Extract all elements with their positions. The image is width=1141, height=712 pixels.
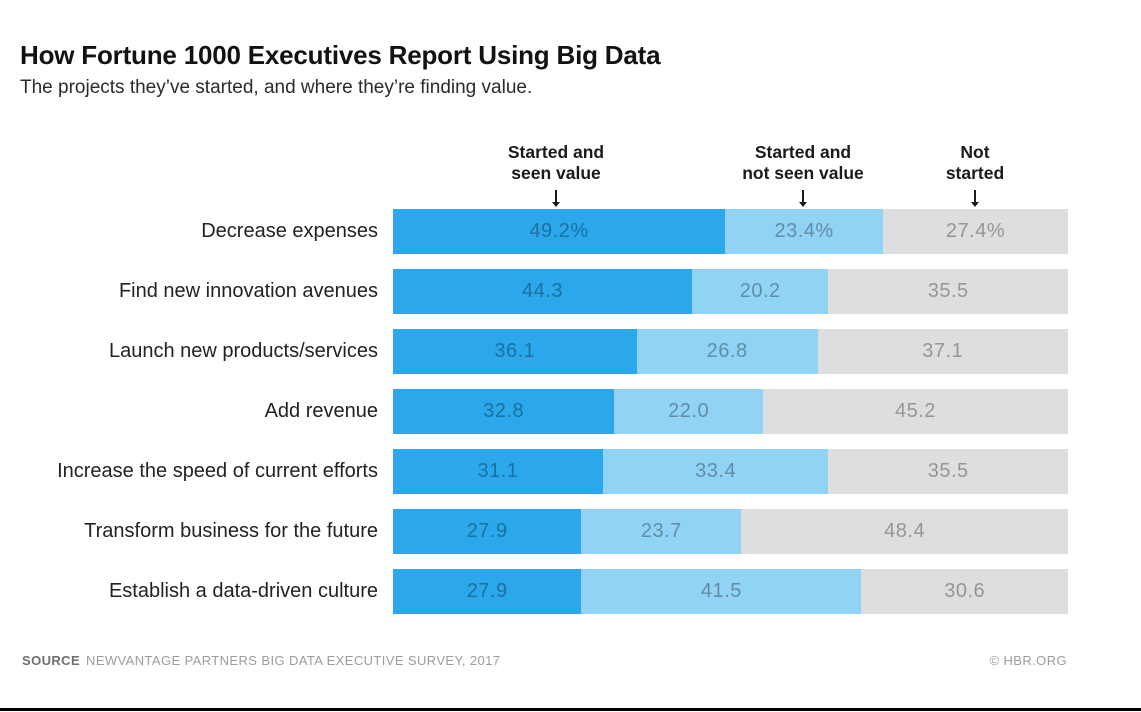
category-label: Launch new products/services xyxy=(108,340,378,362)
legend-label-line: seen value xyxy=(511,163,601,183)
bar-value-label: 41.5 xyxy=(700,580,742,602)
bar-value-label: 30.6 xyxy=(944,580,986,602)
bar-row: Increase the speed of current efforts 31.… xyxy=(0,449,1068,494)
category-label: Establish a data-driven culture xyxy=(108,580,378,602)
category-label: Transform business for the future xyxy=(84,520,378,542)
category-label: Increase the speed of current efforts xyxy=(57,460,378,482)
bar-segment-started-and-not-seen-value: 26.8 xyxy=(636,329,818,374)
legend-item-not-started: Not started xyxy=(865,142,1085,207)
bar-value-label: 27.9 xyxy=(466,520,508,542)
bar-row: Transform business for the future 27.9 23.… xyxy=(0,509,1068,554)
bar-chart: Decrease expenses 49.2% 23.4% 27.4% Find new… xyxy=(0,209,1068,629)
bar-value-label: 23.4% xyxy=(774,220,834,242)
stacked-bar: 44.3 20.2 35.5 xyxy=(393,269,1068,314)
legend-label-line: Started and xyxy=(754,142,852,162)
bar-segment-started-and-seen-value: 32.8 xyxy=(393,389,615,434)
bar-value-label: 20.2 xyxy=(739,280,781,302)
bar-segment-not-started: 48.4 xyxy=(741,509,1068,554)
legend-item-started-seen-value: Started and seen value xyxy=(446,142,666,207)
bar-value-label: 35.5 xyxy=(927,280,969,302)
arrow-down-icon xyxy=(552,190,560,207)
source-note: SOURCE NEWVANTAGE PARTNERS BIG DATA EXECU… xyxy=(22,653,500,668)
bar-value-label: 48.4 xyxy=(884,520,926,542)
bar-value-label: 33.4 xyxy=(695,460,737,482)
bar-segment-started-and-not-seen-value: 23.4% xyxy=(725,209,884,254)
source-text: NEWVANTAGE PARTNERS BIG DATA EXECUTIVE S… xyxy=(86,653,501,668)
bar-value-label: 32.8 xyxy=(483,400,525,422)
category-label: Add revenue xyxy=(264,400,378,422)
bar-segment-started-and-seen-value: 27.9 xyxy=(393,509,582,554)
bar-value-label: 26.8 xyxy=(706,340,748,362)
stacked-bar: 36.1 26.8 37.1 xyxy=(393,329,1068,374)
stacked-bar: 27.9 41.5 30.6 xyxy=(393,569,1068,614)
bar-segment-started-and-seen-value: 31.1 xyxy=(393,449,603,494)
bar-value-label: 37.1 xyxy=(922,340,964,362)
bar-segment-started-and-seen-value: 27.9 xyxy=(393,569,582,614)
bar-segment-started-and-not-seen-value: 22.0 xyxy=(614,389,763,434)
legend-item-started-not-seen-value: Started and not seen value xyxy=(693,142,913,207)
bar-segment-started-and-not-seen-value: 23.7 xyxy=(581,509,742,554)
bar-segment-not-started: 37.1 xyxy=(817,329,1068,374)
bar-segment-started-and-seen-value: 49.2% xyxy=(393,209,726,254)
bar-segment-not-started: 30.6 xyxy=(861,569,1068,614)
legend-label-line: started xyxy=(945,163,1005,183)
bar-segment-started-and-seen-value: 44.3 xyxy=(393,269,693,314)
bar-value-label: 45.2 xyxy=(894,400,936,422)
bar-segment-started-and-seen-value: 36.1 xyxy=(393,329,637,374)
bar-value-label: 49.2% xyxy=(529,220,589,242)
bar-value-label: 27.4% xyxy=(945,220,1006,242)
bar-value-label: 23.7 xyxy=(640,520,682,542)
credit-note: © HBR.ORG xyxy=(989,653,1067,668)
arrow-down-icon xyxy=(971,190,979,207)
stacked-bar: 49.2% 23.4% 27.4% xyxy=(393,209,1068,254)
page-title: How Fortune 1000 Executives Report Using… xyxy=(20,40,661,70)
bar-value-label: 44.3 xyxy=(522,280,563,302)
stacked-bar: 32.8 22.0 45.2 xyxy=(393,389,1068,434)
legend-label-line: not seen value xyxy=(742,163,864,183)
stacked-bar: 27.9 23.7 48.4 xyxy=(393,509,1068,554)
bar-segment-not-started: 35.5 xyxy=(828,269,1068,314)
category-label: Decrease expenses xyxy=(201,220,378,242)
bar-segment-not-started: 35.5 xyxy=(828,449,1068,494)
arrow-down-icon xyxy=(799,190,807,207)
category-label: Find new innovation avenues xyxy=(118,280,378,302)
bar-value-label: 36.1 xyxy=(494,340,536,362)
source-label: SOURCE xyxy=(22,653,81,668)
bottom-divider xyxy=(0,708,1141,711)
bar-row: Launch new products/services 36.1 26.8 37.1 xyxy=(0,329,1068,374)
bar-segment-not-started: 27.4% xyxy=(883,209,1068,254)
stacked-bar: 31.1 33.4 35.5 xyxy=(393,449,1068,494)
bar-segment-started-and-not-seen-value: 33.4 xyxy=(602,449,829,494)
bar-value-label: 31.1 xyxy=(477,460,519,482)
page-subtitle: The projects they’ve started, and where … xyxy=(20,77,533,98)
bar-value-label: 35.5 xyxy=(927,460,969,482)
bar-row: Establish a data-driven culture 27.9 41.5 3… xyxy=(0,569,1068,614)
bar-row: Find new innovation avenues 44.3 20.2 35.5 xyxy=(0,269,1068,314)
bar-row: Add revenue 32.8 22.0 45.2 xyxy=(0,389,1068,434)
bar-segment-started-and-not-seen-value: 41.5 xyxy=(581,569,862,614)
bar-value-label: 22.0 xyxy=(668,400,710,422)
bar-segment-not-started: 45.2 xyxy=(762,389,1068,434)
bar-segment-started-and-not-seen-value: 20.2 xyxy=(692,269,829,314)
bar-row: Decrease expenses 49.2% 23.4% 27.4% xyxy=(0,209,1068,254)
bar-value-label: 27.9 xyxy=(466,580,508,602)
legend-label-line: Started and xyxy=(507,142,605,162)
legend-label-line: Not xyxy=(960,142,990,162)
